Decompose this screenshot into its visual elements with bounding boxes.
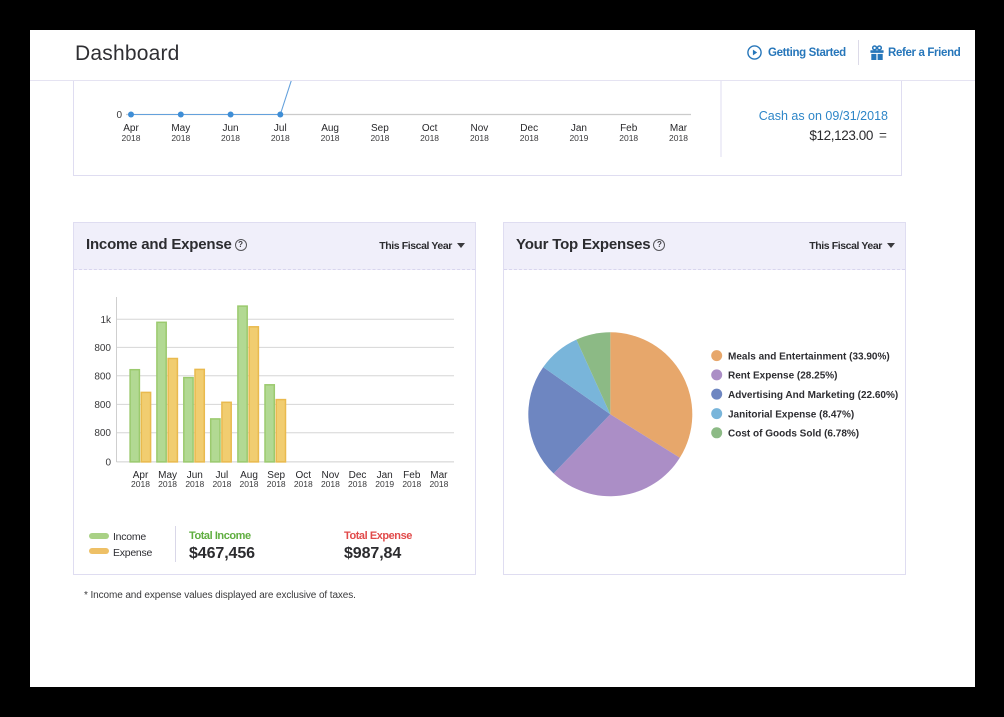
svg-text:Dec: Dec: [520, 123, 538, 134]
svg-text:Rent Expense (28.25%): Rent Expense (28.25%): [728, 371, 838, 382]
svg-text:2018: 2018: [131, 479, 150, 489]
svg-text:Feb: Feb: [403, 470, 421, 481]
svg-text:Feb: Feb: [620, 123, 638, 134]
svg-text:Nov: Nov: [322, 470, 340, 481]
svg-text:Mar: Mar: [670, 123, 688, 134]
svg-text:2018: 2018: [158, 479, 177, 489]
svg-text:Jun: Jun: [222, 123, 238, 134]
svg-text:2018: 2018: [271, 133, 290, 143]
svg-text:Cash as on 09/31/2018: Cash as on 09/31/2018: [759, 109, 888, 123]
svg-text:2018: 2018: [321, 479, 340, 489]
svg-text:Advertising And Marketing (22.: Advertising And Marketing (22.60%): [728, 390, 898, 401]
svg-text:Sep: Sep: [267, 470, 285, 481]
svg-text:2018: 2018: [212, 479, 231, 489]
svg-text:0: 0: [116, 110, 122, 121]
svg-text:2018: 2018: [267, 479, 286, 489]
svg-text:Apr: Apr: [123, 123, 139, 134]
svg-text:=: =: [879, 128, 887, 143]
svg-text:Dec: Dec: [349, 470, 367, 481]
svg-text:Aug: Aug: [240, 470, 258, 481]
svg-text:800: 800: [94, 343, 111, 354]
svg-text:2018: 2018: [185, 479, 204, 489]
svg-text:Meals and Entertainment (33.90: Meals and Entertainment (33.90%): [728, 351, 890, 362]
svg-text:Jan: Jan: [571, 123, 587, 134]
svg-text:Mar: Mar: [430, 470, 448, 481]
svg-text:$12,123.00: $12,123.00: [809, 128, 873, 143]
svg-text:Janitorial Expense (8.47%): Janitorial Expense (8.47%): [728, 409, 854, 420]
svg-text:2018: 2018: [619, 133, 638, 143]
svg-text:Sep: Sep: [371, 123, 389, 134]
svg-text:Oct: Oct: [296, 470, 312, 481]
svg-text:800: 800: [94, 400, 111, 411]
svg-text:2018: 2018: [669, 133, 688, 143]
svg-text:Apr: Apr: [133, 470, 149, 481]
svg-text:2019: 2019: [375, 479, 394, 489]
svg-text:2018: 2018: [122, 133, 141, 143]
svg-text:Cost of Goods Sold (6.78%): Cost of Goods Sold (6.78%): [728, 429, 859, 440]
svg-text:2018: 2018: [520, 133, 539, 143]
svg-text:2018: 2018: [294, 479, 313, 489]
svg-text:May: May: [158, 470, 177, 481]
svg-text:2018: 2018: [321, 133, 340, 143]
svg-text:800: 800: [94, 371, 111, 382]
svg-text:2018: 2018: [348, 479, 367, 489]
svg-text:Aug: Aug: [321, 123, 339, 134]
svg-text:2018: 2018: [171, 133, 190, 143]
svg-text:2018: 2018: [402, 479, 421, 489]
svg-text:Jul: Jul: [274, 123, 287, 134]
svg-text:2018: 2018: [370, 133, 389, 143]
svg-text:Jul: Jul: [216, 470, 229, 481]
svg-text:Jan: Jan: [377, 470, 393, 481]
svg-text:800: 800: [94, 428, 111, 439]
svg-text:2018: 2018: [470, 133, 489, 143]
svg-text:2018: 2018: [221, 133, 240, 143]
svg-text:2018: 2018: [420, 133, 439, 143]
svg-text:1k: 1k: [100, 315, 112, 326]
svg-text:Jun: Jun: [187, 470, 203, 481]
svg-text:2018: 2018: [429, 479, 448, 489]
svg-text:2019: 2019: [569, 133, 588, 143]
svg-text:0: 0: [105, 457, 111, 468]
svg-text:2018: 2018: [240, 479, 259, 489]
svg-text:May: May: [171, 123, 190, 134]
svg-text:Nov: Nov: [471, 123, 489, 134]
svg-text:Oct: Oct: [422, 123, 438, 134]
